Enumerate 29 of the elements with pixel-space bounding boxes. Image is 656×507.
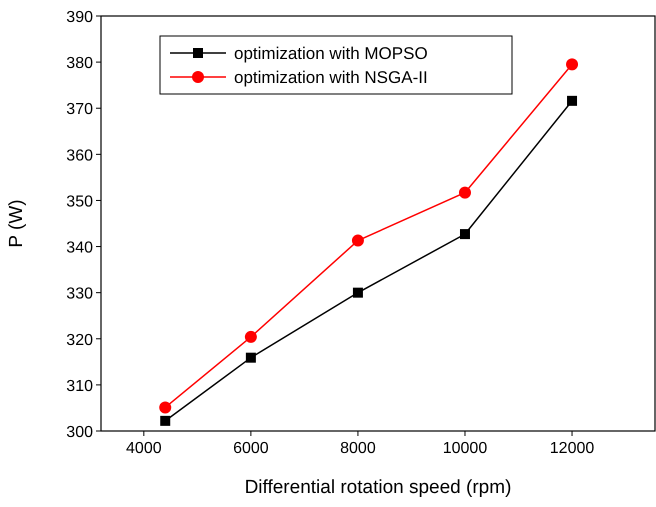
y-tick-label: 320 — [66, 332, 94, 349]
point — [159, 401, 172, 414]
point — [458, 186, 471, 199]
y-tick-label: 310 — [66, 378, 94, 395]
point — [352, 234, 364, 247]
point — [246, 352, 256, 363]
x-tick-label: 4000 — [126, 440, 162, 457]
point — [567, 96, 578, 106]
y-tick-label: 330 — [66, 286, 94, 303]
legend-label: optimization with MOPSO — [234, 44, 428, 63]
y-tick-label: 360 — [66, 147, 94, 164]
point — [244, 330, 257, 343]
point — [352, 288, 363, 298]
y-axis-title: P (W) — [6, 199, 27, 248]
x-tick-label: 8000 — [340, 440, 376, 457]
y-tick-label: 370 — [66, 101, 94, 118]
y-tick-label: 380 — [66, 55, 94, 72]
point — [566, 58, 578, 70]
point — [460, 229, 470, 240]
x-tick-label: 12000 — [550, 440, 594, 457]
y-tick-label: 340 — [66, 240, 94, 257]
y-tick-label: 300 — [66, 424, 94, 441]
x-axis-title: Differential rotation speed (rpm) — [244, 477, 512, 498]
y-tick-label: 350 — [66, 193, 94, 210]
x-tick-label: 6000 — [233, 440, 269, 457]
point — [160, 416, 170, 426]
legend-label: optimization with NSGA-II — [234, 68, 428, 87]
x-tick-label: 10000 — [442, 440, 488, 457]
y-tick-label: 390 — [66, 9, 94, 26]
